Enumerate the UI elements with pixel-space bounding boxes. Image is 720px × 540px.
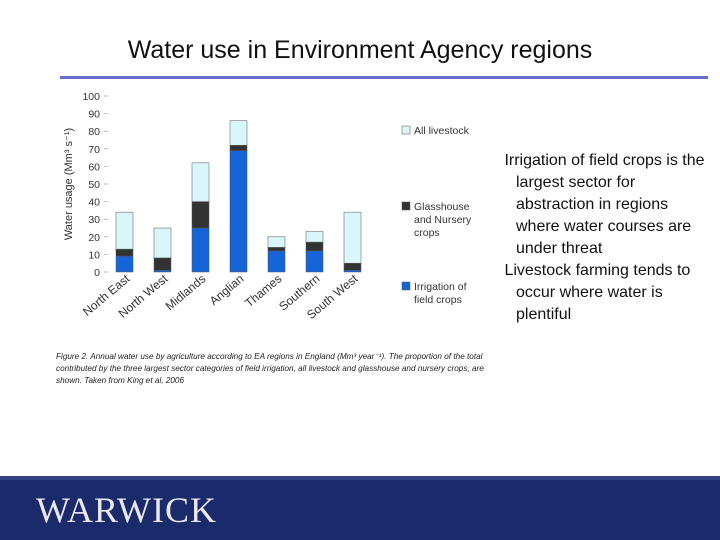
bar-segment [267,247,286,252]
legend-swatch [401,201,411,211]
y-tick-label: 80 [88,126,100,138]
bullet-item: Irrigation of field crops is the largest… [500,150,715,260]
legend-label-line: crops [414,227,440,239]
title-divider [60,76,708,79]
slide-title: Water use in Environment Agency regions [127,36,593,64]
bar-segment [115,211,134,250]
bar-segment [343,262,362,271]
bar-segment [153,269,172,273]
legend-label-line: field crops [414,294,462,306]
figure-caption: Figure 2. Annual water use by agricultur… [56,352,484,385]
legend-swatch [401,281,411,291]
bar-segment [153,257,172,271]
legend-swatch [401,125,411,135]
legend-label-line: Glasshouse [414,201,470,213]
bar-segment [267,250,286,273]
bar-segment [343,269,362,273]
bar-segment [191,201,210,229]
y-tick-label: 40 [88,197,100,209]
bullet-text: Irrigation of field crops is the largest… [504,152,705,257]
y-tick-label: 0 [94,267,100,279]
y-tick-label: 70 [88,144,100,156]
bullet-list: Irrigation of field crops is the largest… [500,150,715,326]
bar-segment [115,248,134,257]
bar-segment [229,150,248,273]
bar-segment [191,162,210,202]
legend-label: Glasshouse and Nursery crops [414,201,472,239]
legend-label-line: and Nursery [414,214,472,226]
stacked-bar-chart: 0 10 20 30 40 50 60 70 80 90 100 Water usage (Mm³ s… [56,84,476,348]
bullet-item: Livestock farming tends to occur where w… [500,260,715,326]
y-tick-label: 100 [82,91,100,103]
y-tick-label: 20 [88,232,100,244]
bar-segment [191,227,210,273]
bar-segment [305,241,324,252]
legend-label: All livestock [414,125,470,137]
x-category-label: Midlands [163,272,209,314]
legend-label: Irrigation of field crops [414,281,467,306]
bar-segment [305,231,324,243]
chart-svg: 0 10 20 30 40 50 60 70 80 90 100 Water usage (Mm³ s… [63,91,472,322]
bar-segment [343,211,362,264]
y-tick-label: 10 [88,249,100,261]
y-tick-label: 60 [88,161,100,173]
bar-segment [115,255,134,273]
y-tick-label: 90 [88,109,100,121]
bar-segment [153,227,172,259]
x-category-label: Anglian [207,272,247,308]
bar-segment [229,120,248,146]
y-tick-label: 50 [88,179,100,191]
legend-label-line: All livestock [414,125,470,137]
warwick-logo: WARWICK [36,490,217,530]
footer-stripe [0,476,720,480]
bar-segment [305,250,324,273]
bar-segment [229,145,248,151]
y-tick-label: 30 [88,214,100,226]
legend-label-line: Irrigation of [414,281,467,293]
bullet-text: Livestock farming tends to occur where w… [504,262,691,323]
footer-banner [0,480,720,540]
bar-segment [267,236,286,248]
y-axis-title: Water usage (Mm³ s⁻¹) [63,128,75,240]
